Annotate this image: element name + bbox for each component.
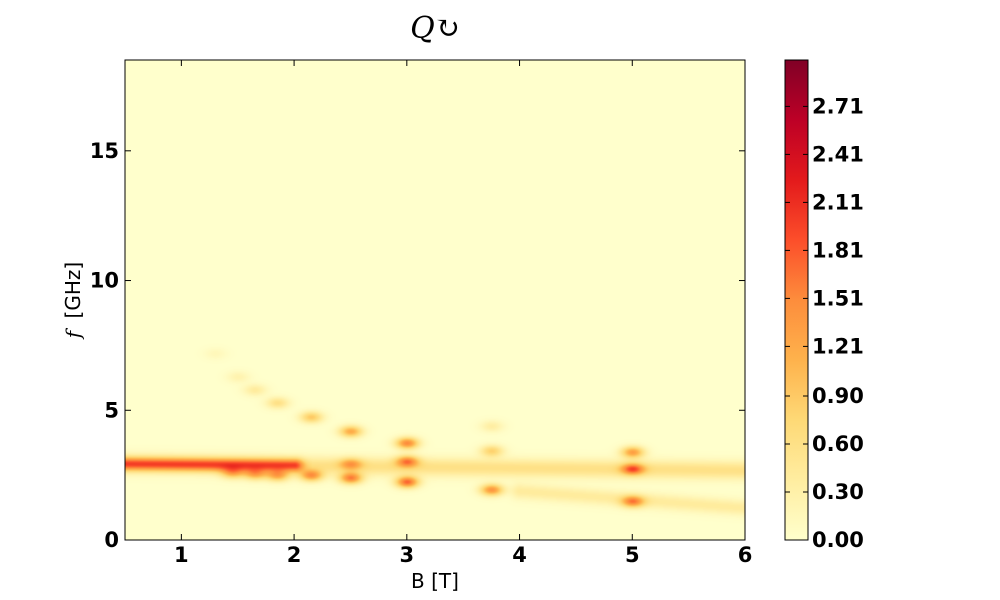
x-tick-label: 1: [174, 543, 189, 567]
chart-title: Q↻: [410, 11, 460, 46]
x-tick-label: 5: [625, 543, 640, 567]
x-tick-label: 6: [738, 543, 753, 567]
colorbar-fill: [785, 60, 808, 540]
svg-text:f [GHz]: f [GHz]: [61, 262, 85, 340]
y-axis-label-unit: [GHz]: [61, 262, 85, 319]
y-axis: 0 5 10 15: [90, 139, 745, 552]
colorbar-tick-label: 0.00: [812, 528, 864, 552]
colorbar-ticks: 0.00 0.30 0.60 0.90 1.21 1.51 1.81 2.11 2.41 2.71: [785, 94, 864, 552]
x-axis-label: B [T]: [411, 569, 459, 593]
plot-area: [124, 59, 746, 541]
y-axis-label: f [GHz]: [61, 262, 85, 340]
colorbar-frame: [784, 59, 809, 541]
y-tick-label: 15: [90, 139, 119, 163]
plot-frame: [124, 59, 746, 541]
colorbar-tick-label: 2.71: [812, 94, 864, 118]
colorbar-tick-label: 0.60: [812, 432, 864, 456]
heatmap-image: [125, 60, 745, 540]
colorbar: 0.00 0.30 0.60 0.90 1.21 1.51 1.81 2.11 2.41 2.71: [784, 59, 864, 552]
y-tick-label: 5: [104, 398, 119, 422]
x-tick-label: 2: [287, 543, 302, 567]
colorbar-tick-label: 1.81: [812, 238, 864, 262]
colorbar-tick-label: 1.21: [812, 334, 864, 358]
y-axis-label-symbol: f: [61, 327, 85, 340]
x-tick-label: 3: [400, 543, 415, 567]
x-axis: 1 2 3 4 5 6: [174, 60, 752, 567]
colorbar-tick-label: 0.30: [812, 480, 864, 504]
y-tick-label: 0: [104, 528, 119, 552]
colorbar-tick-label: 1.51: [812, 286, 864, 310]
colorbar-tick-label: 2.41: [812, 142, 864, 166]
x-tick-label: 4: [512, 543, 527, 567]
y-tick-label: 10: [90, 269, 119, 293]
colorbar-tick-label: 0.90: [812, 384, 864, 408]
colorbar-tick-label: 2.11: [812, 190, 864, 214]
